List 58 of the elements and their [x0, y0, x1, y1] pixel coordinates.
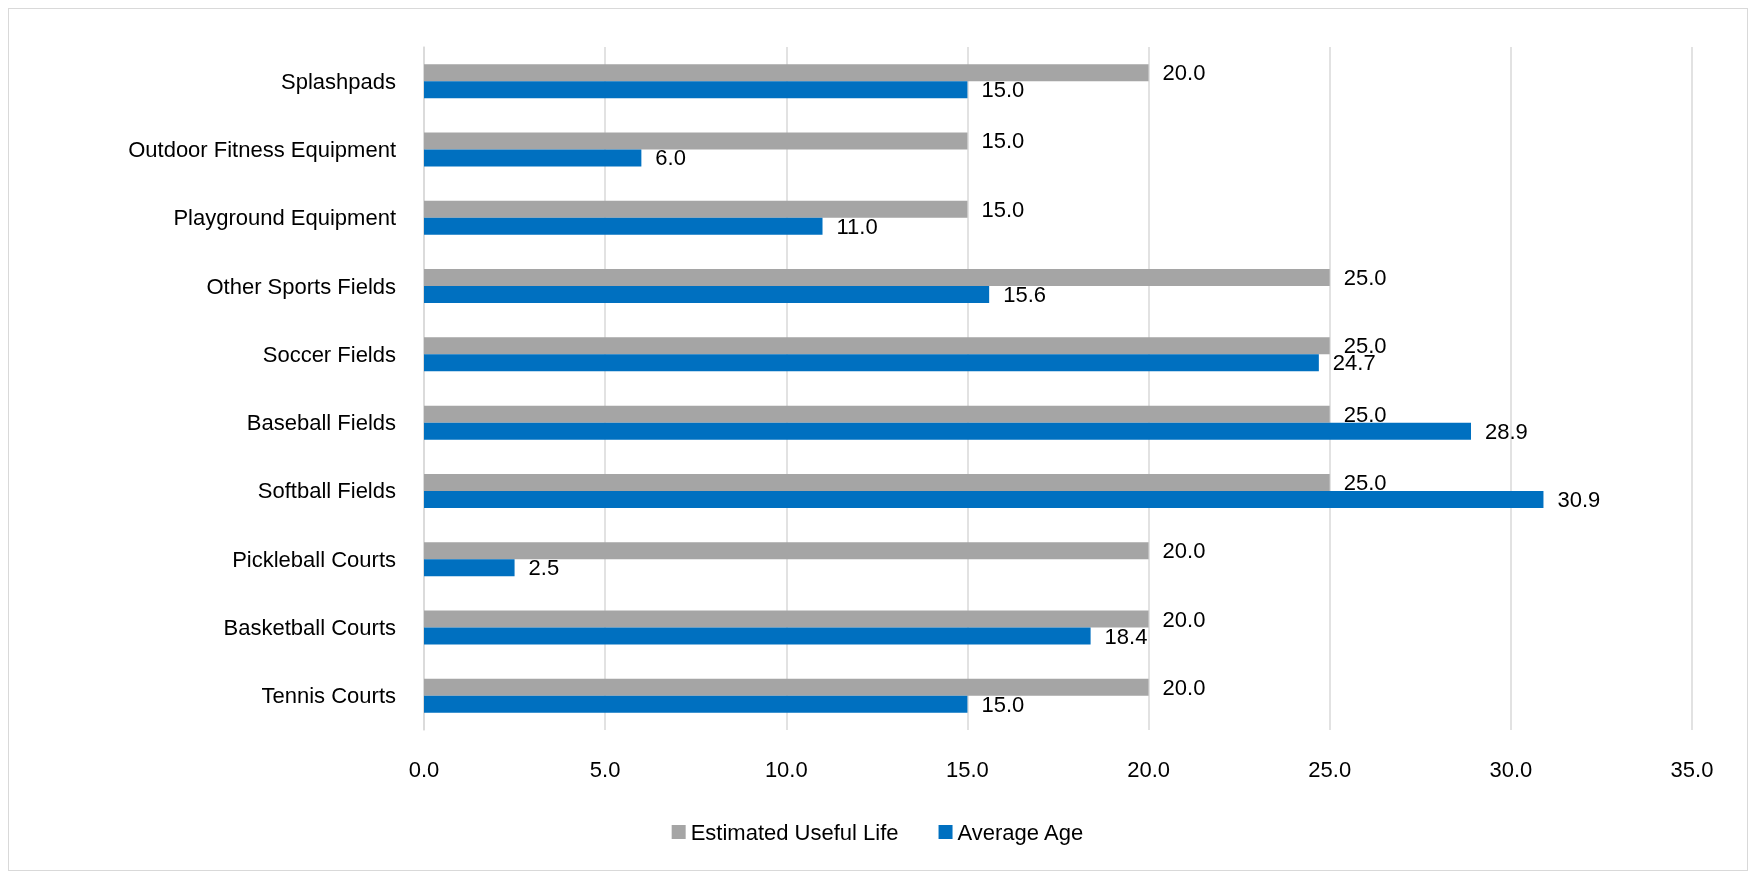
y-tick-label: Baseball Fields [246, 410, 396, 436]
x-tick-label: 30.0 [1489, 756, 1533, 782]
data-label: 28.9 [1485, 418, 1528, 444]
bar [424, 542, 1149, 560]
data-label: 15.6 [1003, 282, 1046, 308]
data-label: 20.0 [1162, 60, 1206, 86]
bar [424, 610, 1149, 628]
data-label: 15.0 [981, 691, 1025, 717]
bar [424, 149, 642, 167]
bar [424, 269, 1330, 287]
y-tick-label: Other Sports Fields [206, 273, 396, 299]
data-label: 20.0 [1162, 606, 1206, 632]
data-label: 20.0 [1162, 674, 1206, 700]
bar [424, 337, 1330, 355]
bar [424, 286, 990, 304]
bar [424, 627, 1091, 645]
legend-label: Average Age [957, 819, 1084, 845]
data-label: 6.0 [655, 145, 686, 171]
bar [424, 200, 968, 218]
data-label: 25.0 [1343, 469, 1387, 495]
x-tick-label: 15.0 [946, 756, 989, 782]
x-tick-label: 35.0 [1670, 756, 1714, 782]
x-tick-label: 25.0 [1308, 756, 1352, 782]
bar [424, 422, 1472, 440]
data-label: 25.0 [1343, 401, 1387, 427]
bar [424, 695, 968, 713]
y-tick-label: Tennis Courts [261, 683, 396, 709]
bar [424, 354, 1319, 372]
bar [424, 405, 1330, 423]
y-tick-label: Splashpads [281, 68, 396, 94]
data-label: 15.0 [981, 77, 1025, 103]
data-label: 2.5 [528, 555, 560, 581]
y-tick-label: Basketball Courts [223, 615, 396, 641]
y-tick-label: Outdoor Fitness Equipment [128, 136, 396, 162]
data-label: 20.0 [1162, 538, 1206, 564]
legend-label: Estimated Useful Life [690, 819, 899, 845]
bar [424, 132, 968, 150]
y-tick-label: Soccer Fields [262, 341, 396, 367]
x-tick-label: 5.0 [589, 756, 621, 782]
x-tick-label: 0.0 [408, 756, 440, 782]
y-tick-label: Pickleball Courts [232, 546, 396, 572]
bar [424, 473, 1330, 491]
x-tick-label: 20.0 [1127, 756, 1170, 782]
data-label: 15.0 [981, 128, 1025, 154]
data-label: 30.9 [1557, 486, 1601, 512]
y-tick-label: Playground Equipment [173, 205, 396, 231]
bar [424, 64, 1149, 82]
data-label: 15.0 [981, 196, 1025, 222]
bar [424, 490, 1544, 508]
x-tick-label: 10.0 [764, 756, 808, 782]
bar [424, 81, 968, 99]
bar [424, 678, 1149, 696]
data-label: 18.4 [1104, 623, 1148, 649]
y-tick-label: Softball Fields [257, 478, 396, 504]
data-label: 25.0 [1343, 265, 1387, 291]
data-label: 11.0 [836, 213, 878, 239]
bar [424, 559, 515, 577]
bar [424, 217, 823, 235]
